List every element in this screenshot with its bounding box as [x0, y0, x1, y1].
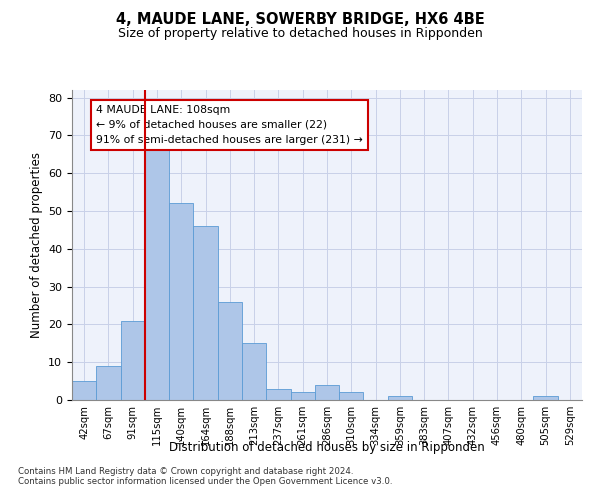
Bar: [388, 396, 412, 400]
Bar: [193, 226, 218, 400]
Text: Distribution of detached houses by size in Ripponden: Distribution of detached houses by size …: [169, 441, 485, 454]
Bar: [315, 385, 339, 400]
Bar: [290, 392, 315, 400]
Text: 4, MAUDE LANE, SOWERBY BRIDGE, HX6 4BE: 4, MAUDE LANE, SOWERBY BRIDGE, HX6 4BE: [116, 12, 484, 28]
Bar: [169, 204, 193, 400]
Text: Contains HM Land Registry data © Crown copyright and database right 2024.: Contains HM Land Registry data © Crown c…: [18, 467, 353, 476]
Bar: [121, 320, 145, 400]
Bar: [96, 366, 121, 400]
Bar: [242, 344, 266, 400]
Bar: [266, 388, 290, 400]
Y-axis label: Number of detached properties: Number of detached properties: [29, 152, 43, 338]
Bar: [145, 143, 169, 400]
Bar: [72, 381, 96, 400]
Bar: [218, 302, 242, 400]
Text: 4 MAUDE LANE: 108sqm
← 9% of detached houses are smaller (22)
91% of semi-detach: 4 MAUDE LANE: 108sqm ← 9% of detached ho…: [96, 105, 363, 144]
Text: Size of property relative to detached houses in Ripponden: Size of property relative to detached ho…: [118, 28, 482, 40]
Text: Contains public sector information licensed under the Open Government Licence v3: Contains public sector information licen…: [18, 477, 392, 486]
Bar: [339, 392, 364, 400]
Bar: [533, 396, 558, 400]
